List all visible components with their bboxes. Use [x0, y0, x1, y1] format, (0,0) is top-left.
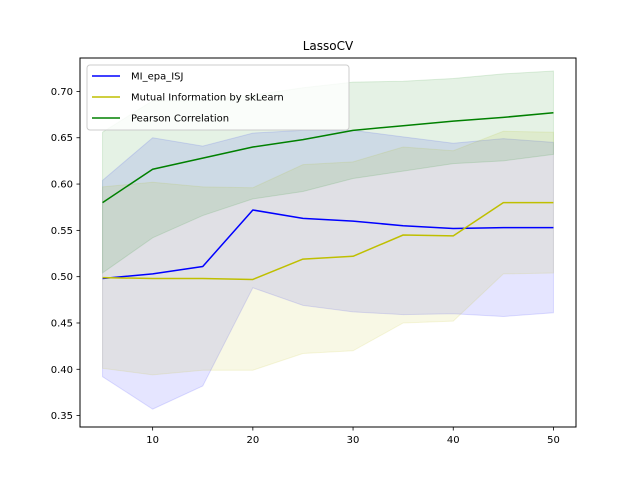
y-axis: 0.35 0.40 0.45 0.50 0.55 0.60 0.65 0.70 [51, 87, 80, 422]
x-tick-label: 40 [447, 435, 460, 446]
legend-label: Mutual Information by skLearn [131, 93, 284, 104]
y-tick-label: 0.50 [51, 272, 73, 283]
legend-label: MI_epa_ISJ [131, 72, 183, 83]
axes-frame [79, 57, 577, 428]
line-series-3 [102, 111, 554, 204]
x-tick-label: 30 [347, 435, 360, 446]
y-tick-label: 0.65 [51, 133, 73, 144]
y-tick-label: 0.35 [51, 411, 73, 422]
series-lines [102, 111, 554, 281]
y-tick-label: 0.55 [51, 226, 73, 237]
y-tick-label: 0.40 [51, 365, 73, 376]
x-tick-label: 20 [246, 435, 259, 446]
band-series-2 [102, 130, 554, 376]
chart-title: LassoCV [303, 39, 354, 53]
band-series-1 [102, 129, 554, 410]
y-tick-label: 0.60 [51, 180, 73, 191]
line-series-2 [102, 201, 554, 281]
x-tick-label: 50 [547, 435, 560, 446]
y-tick-label: 0.45 [51, 318, 73, 329]
line-series-1 [102, 209, 554, 280]
legend-box [86, 64, 350, 131]
x-axis: 10 20 30 40 50 [146, 427, 560, 446]
legend-label: Pearson Correlation [131, 114, 229, 125]
legend: MI_epa_ISJ Mutual Information by skLearn P… [86, 64, 350, 131]
x-tick-label: 10 [146, 435, 159, 446]
y-tick-label: 0.70 [51, 87, 73, 98]
